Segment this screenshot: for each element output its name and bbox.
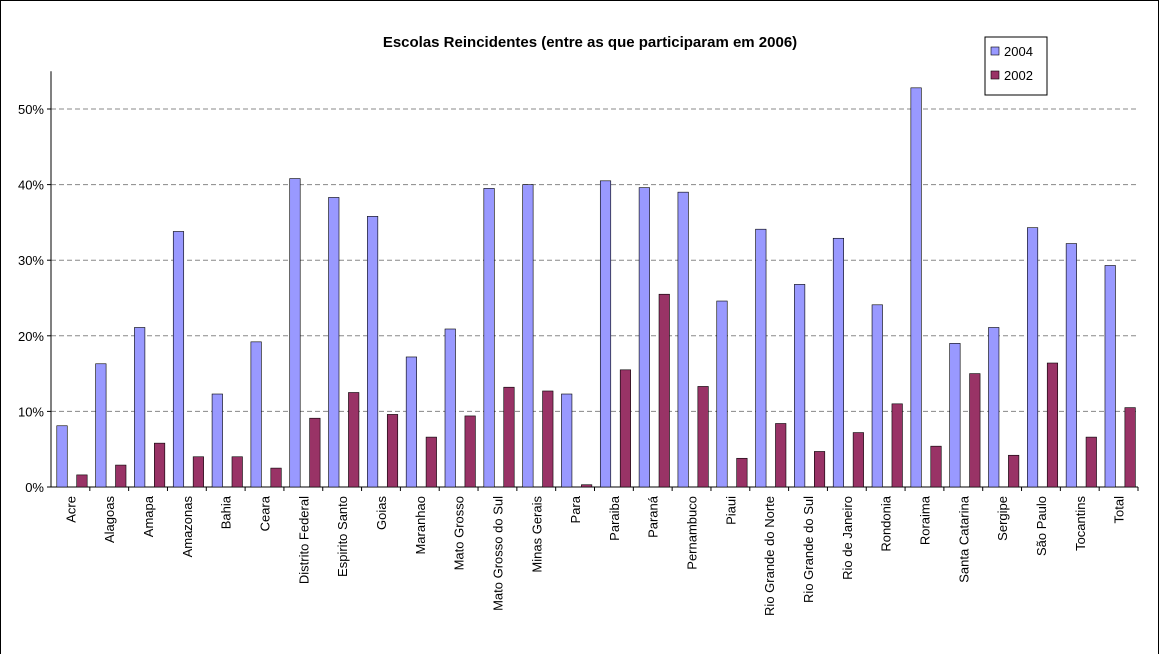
bar bbox=[910, 87, 922, 488]
bar bbox=[1046, 362, 1059, 488]
bar bbox=[348, 392, 360, 488]
bar bbox=[192, 456, 204, 488]
bar bbox=[891, 403, 903, 488]
bar bbox=[115, 464, 127, 488]
legend-label: 2002 bbox=[1004, 68, 1033, 83]
x-tick-label: São Paulo bbox=[1034, 496, 1049, 556]
bar bbox=[1065, 243, 1077, 488]
x-tick-label: Paraná bbox=[646, 495, 661, 538]
bar bbox=[638, 187, 650, 488]
bar bbox=[716, 300, 728, 488]
y-tick-label: 50% bbox=[18, 102, 44, 117]
bar bbox=[599, 180, 612, 488]
bar bbox=[814, 451, 826, 488]
bar bbox=[658, 293, 670, 488]
y-tick-label: 20% bbox=[18, 329, 44, 344]
bar bbox=[309, 417, 321, 488]
bar bbox=[172, 231, 185, 488]
x-tick-label: Total bbox=[1112, 496, 1127, 524]
bar bbox=[56, 425, 68, 488]
bar bbox=[425, 436, 437, 488]
bar bbox=[95, 363, 107, 488]
x-tick-label: Ceara bbox=[258, 495, 273, 531]
y-tick-label: 0% bbox=[25, 480, 44, 495]
bar bbox=[832, 237, 844, 488]
bar bbox=[328, 197, 340, 488]
x-tick-label: Piaui bbox=[723, 496, 738, 525]
bar bbox=[444, 328, 456, 488]
x-tick-label: Roraima bbox=[917, 495, 932, 545]
x-tick-label: Mato Grosso do Sul bbox=[490, 496, 505, 611]
bar bbox=[1124, 407, 1136, 488]
legend-swatch bbox=[990, 46, 1000, 56]
x-tick-label: Bahia bbox=[219, 495, 234, 529]
x-tick-label: Sergipe bbox=[995, 496, 1010, 541]
chart-title: Escolas Reincidentes (entre as que parti… bbox=[383, 34, 797, 51]
bar bbox=[581, 484, 593, 488]
legend-swatch bbox=[990, 70, 1000, 80]
bar bbox=[386, 414, 399, 488]
bar bbox=[755, 228, 767, 488]
x-tick-label: Goias bbox=[374, 496, 389, 530]
bar bbox=[464, 415, 476, 488]
bar bbox=[1027, 227, 1039, 488]
x-tick-label: Mato Grosso bbox=[452, 496, 467, 570]
bar bbox=[775, 423, 787, 488]
bar bbox=[697, 386, 709, 488]
bar bbox=[677, 191, 689, 488]
bar bbox=[405, 356, 417, 488]
bar bbox=[154, 442, 166, 488]
x-tick-label: Rio Grande do Norte bbox=[762, 496, 777, 616]
y-tick-label: 40% bbox=[18, 178, 44, 193]
x-tick-label: Tocantins bbox=[1073, 496, 1088, 551]
x-tick-label: Santa Catarina bbox=[956, 495, 971, 582]
x-tick-label: Rondonia bbox=[879, 495, 894, 551]
bar bbox=[988, 327, 1000, 488]
x-tick-label: Para bbox=[568, 495, 583, 523]
y-tick-label: 10% bbox=[18, 404, 44, 419]
bar bbox=[619, 369, 631, 488]
bar bbox=[542, 390, 554, 488]
x-tick-label: Distrito Federal bbox=[296, 496, 311, 584]
x-tick-label: Amazonas bbox=[180, 496, 195, 558]
bar bbox=[250, 341, 262, 488]
bar bbox=[1008, 454, 1020, 488]
x-tick-label: Alagoas bbox=[102, 496, 117, 543]
bar bbox=[949, 343, 961, 488]
bar bbox=[1085, 436, 1097, 488]
bar bbox=[134, 327, 146, 488]
x-tick-label: Espirito Santo bbox=[335, 496, 350, 577]
bar bbox=[76, 474, 88, 488]
bar bbox=[852, 432, 864, 488]
bar bbox=[969, 373, 981, 488]
bar bbox=[794, 284, 806, 488]
x-tick-label: Pernambuco bbox=[685, 496, 700, 570]
y-tick-label: 30% bbox=[18, 253, 44, 268]
x-tick-label: Rio Grande do Sul bbox=[801, 496, 816, 603]
bar bbox=[503, 386, 515, 488]
bar bbox=[367, 216, 379, 488]
bar bbox=[522, 184, 534, 488]
x-tick-label: Rio de Janeiro bbox=[840, 496, 855, 580]
x-tick-label: Paraiba bbox=[607, 495, 622, 541]
bar bbox=[483, 188, 495, 488]
bar bbox=[1104, 265, 1116, 488]
bar bbox=[871, 304, 883, 488]
bar bbox=[231, 456, 243, 488]
bar bbox=[289, 178, 301, 488]
bar bbox=[930, 445, 942, 488]
legend-label: 2004 bbox=[1004, 44, 1033, 59]
legend-box bbox=[984, 36, 1048, 96]
x-tick-label: Minas Gerais bbox=[529, 496, 544, 573]
bar bbox=[270, 467, 282, 488]
bar bbox=[736, 457, 748, 488]
x-tick-label: Amapa bbox=[141, 495, 156, 537]
x-tick-label: Maranhao bbox=[413, 496, 428, 555]
bar bbox=[561, 393, 573, 488]
x-tick-label: Acre bbox=[63, 496, 78, 523]
bar bbox=[211, 393, 223, 488]
